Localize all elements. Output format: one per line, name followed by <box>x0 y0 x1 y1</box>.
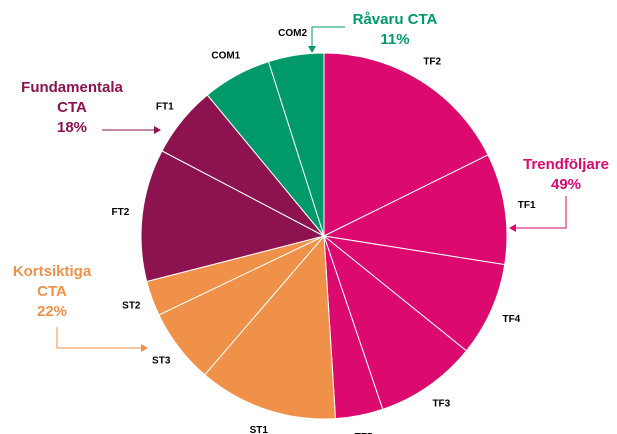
slice-label: FT1 <box>156 101 174 112</box>
group-value: 49% <box>551 176 581 193</box>
slice-label: TF1 <box>518 200 536 211</box>
group-label: Kortsiktiga <box>13 263 92 280</box>
group-arrows <box>56 26 567 352</box>
group-label: CTA <box>57 99 87 116</box>
pie-slice <box>322 154 508 266</box>
arrow <box>311 26 345 48</box>
arrow-head <box>141 344 148 352</box>
arrow-head <box>509 224 516 232</box>
group-label: Trendföljare <box>523 156 609 173</box>
arrow <box>56 327 143 349</box>
slice-label: TF5 <box>355 432 373 434</box>
arrow-head <box>308 46 316 53</box>
group-value: 22% <box>37 303 67 320</box>
group-label: CTA <box>37 283 67 300</box>
arrow <box>514 196 567 229</box>
pie-slice <box>140 150 326 283</box>
slice-label: FT2 <box>111 207 129 218</box>
slice-label: ST1 <box>250 425 269 434</box>
slice-label: ST2 <box>122 301 141 312</box>
group-value: 18% <box>57 119 87 136</box>
slice-label: TF2 <box>423 57 441 68</box>
group-label: Råvaru CTA <box>353 11 438 28</box>
pie-slice <box>204 234 337 420</box>
slice-label: TF3 <box>432 399 450 410</box>
slice-label: COM1 <box>211 51 240 62</box>
slice-label: TF4 <box>502 314 520 325</box>
slice-label: COM2 <box>278 28 307 39</box>
pie-slice <box>322 234 468 410</box>
pie-slice <box>267 52 325 237</box>
slice-label: ST3 <box>152 355 171 366</box>
arrow-head <box>154 126 161 134</box>
pie-slice <box>323 52 489 237</box>
pie-slice <box>322 235 506 352</box>
group-label: Fundamentala <box>21 79 123 96</box>
group-value: 11% <box>380 31 409 48</box>
